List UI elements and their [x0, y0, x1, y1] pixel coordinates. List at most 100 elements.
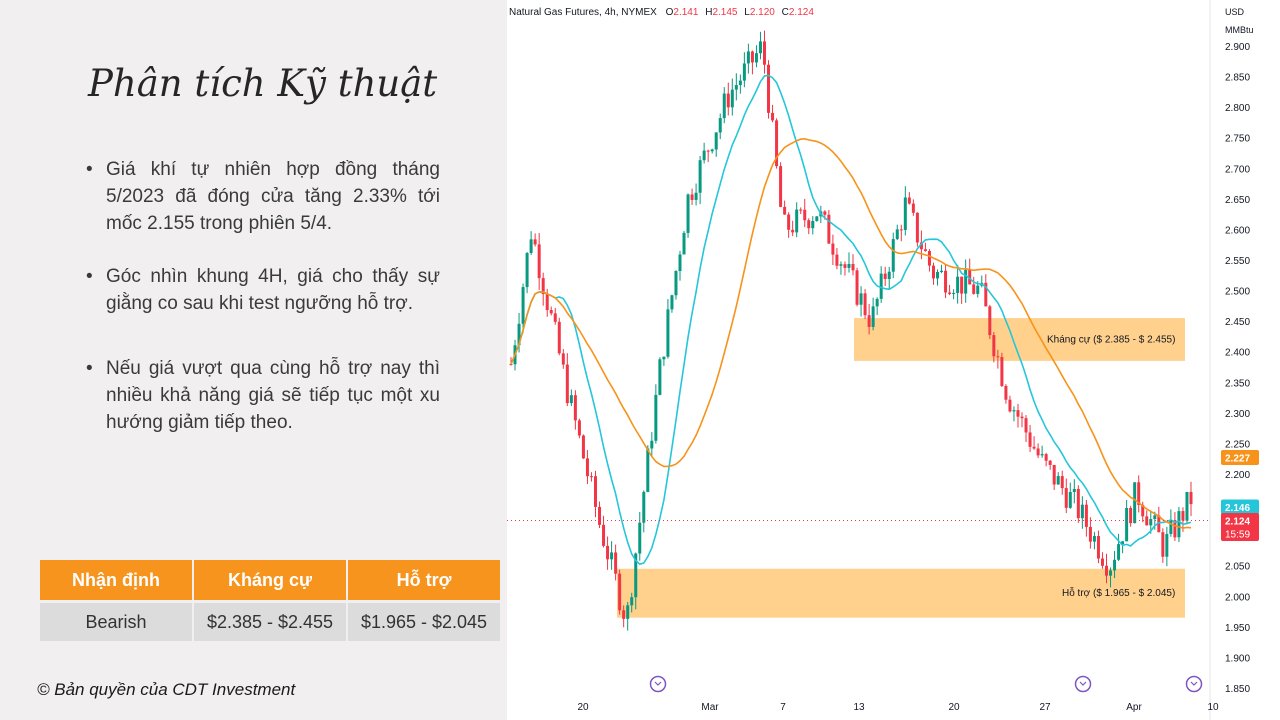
price-tag-label: 2.124	[1225, 516, 1250, 527]
header-cell: Hỗ trợ	[348, 560, 500, 600]
candle-body	[1113, 559, 1117, 571]
header-cell: Kháng cự	[194, 560, 346, 600]
candle-body	[791, 229, 795, 233]
candle-body	[1157, 515, 1161, 533]
candle-body	[1133, 482, 1137, 524]
candle-body	[1044, 454, 1048, 461]
candle-body	[722, 93, 726, 119]
candle-body	[851, 263, 855, 271]
candle-body	[895, 229, 899, 240]
candle-body	[1173, 520, 1177, 538]
candle-body	[658, 359, 662, 395]
candle-body	[871, 306, 875, 327]
candle-body	[1185, 491, 1189, 521]
candle-body	[1032, 446, 1036, 449]
zone-rect	[617, 568, 1185, 618]
candle-body	[984, 282, 988, 307]
table-cell: $1.965 - $2.045	[348, 600, 500, 641]
candle-body	[887, 271, 891, 280]
candle-body	[875, 298, 879, 307]
candle-body	[771, 112, 775, 121]
candle-body	[1125, 507, 1129, 542]
x-tick-label: 10	[1207, 702, 1219, 713]
y-tick-label: 2.350	[1225, 378, 1250, 389]
candle-body	[1064, 488, 1068, 508]
zone-rect	[854, 318, 1185, 361]
candle-body	[944, 270, 948, 293]
candle-body	[1052, 464, 1056, 485]
candle-body	[634, 553, 638, 598]
candle-body	[1177, 511, 1181, 538]
x-tick-label: Mar	[701, 702, 719, 713]
candle-body	[706, 150, 710, 152]
candle-body	[581, 435, 585, 459]
candle-body	[899, 229, 903, 231]
y-tick-label: 2.400	[1225, 348, 1250, 359]
candle-body	[940, 270, 944, 272]
price-tag	[1221, 499, 1259, 515]
candle-body	[1012, 410, 1016, 412]
candle-body	[521, 287, 525, 324]
candle-body	[1060, 476, 1064, 489]
price-chart[interactable]: Kháng cự ($ 2.385 - $ 2.455) Hỗ trợ ($ 1.…	[507, 0, 1280, 720]
bullet-dot: •	[86, 266, 93, 287]
candle-body	[742, 63, 746, 81]
candle-body	[541, 278, 545, 295]
candle-body	[1169, 520, 1173, 534]
table-cell: $2.385 - $2.455	[194, 600, 346, 641]
candle-body	[598, 506, 602, 525]
candle-body	[517, 323, 521, 346]
candle-body	[545, 294, 549, 311]
high-value: 2.145	[712, 7, 738, 18]
candle-body	[855, 270, 859, 305]
y-tick-label: 2.550	[1225, 256, 1250, 267]
candle-body	[750, 51, 754, 63]
candle-body	[931, 265, 935, 279]
candle-body	[775, 120, 779, 167]
candle-body	[831, 243, 835, 255]
candle-body	[573, 395, 577, 421]
candle-body	[847, 263, 851, 268]
symbol-name: Natural Gas Futures, 4h, NYMEX	[509, 7, 657, 18]
candle-body	[1121, 541, 1125, 545]
candle-body	[670, 295, 674, 310]
bullet-text: Giá khí tự nhiên hợp đồng tháng 5/2023 đ…	[106, 159, 440, 234]
candle-body	[618, 573, 622, 611]
candle-body	[754, 53, 758, 63]
candle-body	[1024, 418, 1028, 433]
candle-body	[702, 150, 706, 161]
candle-body	[1080, 504, 1084, 519]
candle-body	[734, 85, 738, 90]
candle-body	[682, 232, 686, 255]
candle-body	[839, 264, 843, 266]
bullet-item: • Góc nhìn khung 4H, giá cho thấy sự giằn…	[86, 263, 440, 317]
x-tick-label: 20	[577, 702, 589, 713]
event-icon-glyph	[1190, 681, 1198, 686]
candle-body	[1129, 507, 1133, 524]
candle-body	[843, 264, 847, 268]
candle-body	[758, 41, 762, 54]
currency-label: USD	[1225, 7, 1245, 17]
price-tag	[1221, 512, 1259, 541]
bullet-item: • Nếu giá vượt qua cùng hỗ trợ nay thì nh…	[86, 355, 440, 436]
candle-body	[710, 149, 714, 152]
zone-label: Hỗ trợ ($ 1.965 - $ 2.045)	[1062, 586, 1175, 599]
candle-body	[903, 197, 907, 230]
table-header-row: Nhận định Kháng cự Hỗ trợ	[40, 560, 500, 600]
candle-body	[654, 394, 658, 441]
event-icon	[1074, 675, 1092, 693]
candle-body	[610, 552, 614, 560]
candle-body	[1028, 432, 1032, 447]
x-tick-label: 27	[1039, 702, 1051, 713]
candle-body	[1076, 488, 1080, 519]
candle-body	[602, 524, 606, 546]
candle-body	[529, 239, 533, 254]
candle-body	[1072, 488, 1076, 492]
candle-body	[960, 276, 964, 294]
candle-body	[1008, 399, 1012, 412]
y-tick-label: 2.300	[1225, 409, 1250, 420]
recommendation-table: Nhận định Kháng cự Hỗ trợ Bearish $2.385…	[38, 560, 502, 641]
x-tick-label: Apr	[1126, 702, 1142, 713]
candle-body	[678, 254, 682, 272]
table-cell: Bearish	[40, 600, 192, 641]
